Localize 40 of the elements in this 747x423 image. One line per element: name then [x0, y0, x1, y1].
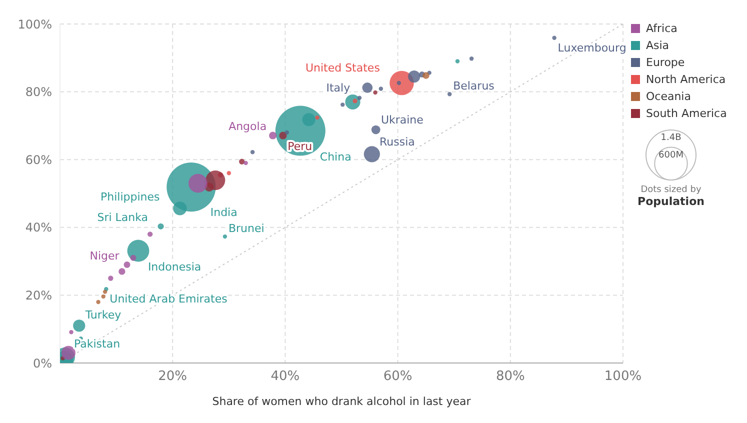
annotation: Pakistan — [74, 337, 120, 350]
legend-label: Europe — [645, 55, 686, 71]
y-tick-label: 60% — [25, 152, 52, 167]
legend-label: 1.4B — [660, 133, 682, 143]
annotation: Niger — [90, 249, 120, 262]
annotation: Ukraine — [380, 114, 424, 127]
legend-label: South America — [645, 106, 727, 122]
y-tick-label: 80% — [25, 85, 52, 100]
annotation: Italy — [326, 82, 351, 95]
legend-label: 600M — [658, 150, 684, 160]
annotation: Turkey — [84, 308, 122, 322]
annotation: Russia — [380, 136, 415, 149]
annotation: Sri Lanka — [97, 211, 148, 224]
annotation: Indonesia — [148, 260, 202, 274]
text: Population — [636, 195, 706, 208]
annotation: Luxembourg — [558, 41, 626, 54]
annotation: Brunei — [228, 222, 264, 236]
legend-label: Africa — [645, 21, 678, 37]
x-tick-label: 60% — [383, 369, 412, 384]
x-axis-title: Share of women who drank alcohol in last year — [212, 395, 472, 408]
annotation: India — [210, 206, 238, 220]
y-tick-label: 40% — [25, 220, 52, 235]
text: Dots sized by — [640, 185, 702, 195]
legend-label: Oceania — [645, 89, 692, 105]
x-tick-label: 40% — [270, 369, 300, 384]
annotation: United States — [305, 61, 380, 74]
legend-label: North America — [645, 72, 727, 88]
annotation: Peru — [288, 140, 312, 154]
legend-label: Asia — [645, 38, 670, 54]
x-tick-label: 80% — [496, 369, 525, 384]
annotation: Angola — [228, 120, 267, 133]
annotation: Belarus — [453, 80, 495, 93]
x-tick-label: 100% — [604, 369, 642, 384]
annotation: United Arab Emirates — [110, 292, 228, 306]
annotation: Philippines — [100, 190, 160, 204]
y-tick-label: 100% — [18, 17, 52, 32]
y-tick-label: 20% — [25, 288, 52, 302]
annotation: China — [320, 150, 352, 164]
y-tick-label: 0% — [32, 356, 52, 370]
x-tick-label: 20% — [158, 369, 188, 384]
